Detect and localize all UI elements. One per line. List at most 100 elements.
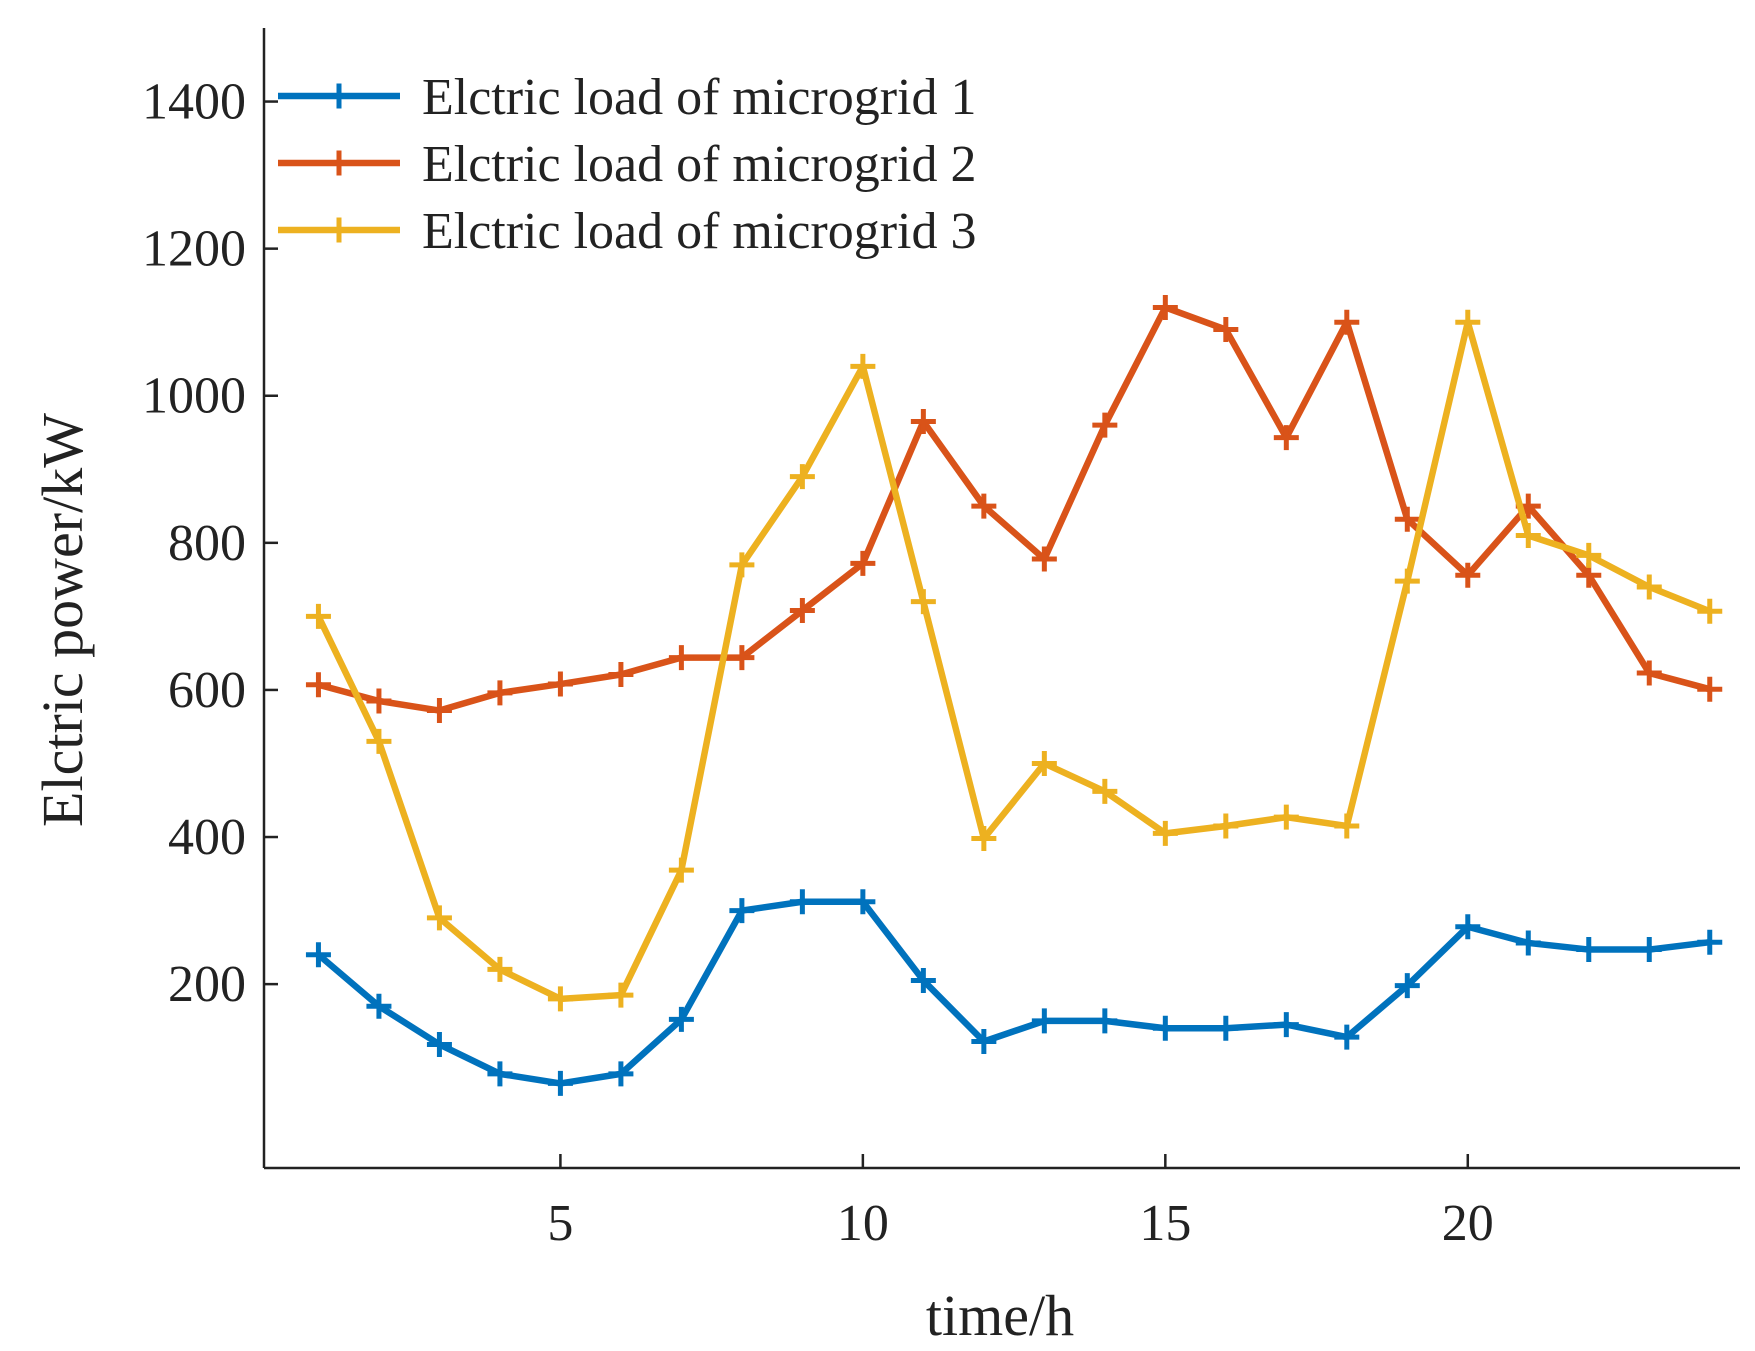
y-tick-label: 1200 xyxy=(142,221,246,278)
data-point-marker xyxy=(426,1031,452,1057)
data-point-marker xyxy=(1636,937,1662,963)
data-point-marker xyxy=(1334,309,1360,335)
data-point-marker xyxy=(366,993,392,1019)
data-point-marker xyxy=(608,1061,634,1087)
data-point-marker xyxy=(1636,660,1662,686)
data-point-marker xyxy=(1576,542,1602,568)
y-tick-label: 1000 xyxy=(142,368,246,425)
data-point-marker xyxy=(668,1006,694,1032)
data-point-marker xyxy=(1697,598,1723,624)
legend: Elctric load of microgrid 1 Elctric load … xyxy=(278,69,976,260)
data-point-marker xyxy=(729,645,755,671)
data-point-marker xyxy=(789,598,815,624)
x-tick-label: 10 xyxy=(837,1195,889,1252)
data-point-marker xyxy=(850,353,876,379)
data-point-marker xyxy=(1273,425,1299,451)
data-point-marker xyxy=(729,552,755,578)
x-tick-label: 15 xyxy=(1139,1195,1191,1252)
x-tick-label: 5 xyxy=(547,1195,573,1252)
data-point-marker xyxy=(1697,929,1723,955)
data-point-marker xyxy=(1092,1008,1118,1034)
data-point-marker xyxy=(487,1061,513,1087)
data-point-marker xyxy=(487,680,513,706)
data-point-marker xyxy=(1092,412,1118,438)
data-point-marker xyxy=(789,464,815,490)
data-point-marker xyxy=(850,889,876,915)
legend-marker xyxy=(326,83,352,109)
data-point-marker xyxy=(910,408,936,434)
data-point-marker xyxy=(608,661,634,687)
data-point-marker xyxy=(1213,317,1239,343)
data-point-marker xyxy=(1455,562,1481,588)
data-point-marker xyxy=(608,982,634,1008)
data-point-marker xyxy=(547,1070,573,1096)
data-point-marker xyxy=(1213,813,1239,839)
series-line xyxy=(315,898,1713,1087)
series-line xyxy=(315,318,1713,1003)
data-point-marker xyxy=(305,672,331,698)
data-point-marker xyxy=(487,956,513,982)
data-point-marker xyxy=(1455,309,1481,335)
data-point-marker xyxy=(910,967,936,993)
legend-label: Elctric load of microgrid 2 xyxy=(422,136,976,193)
data-point-marker xyxy=(1273,1012,1299,1038)
data-point-marker xyxy=(668,857,694,883)
data-point-marker xyxy=(1031,750,1057,776)
series-microgrid-3 xyxy=(305,309,1723,1012)
legend-label: Elctric load of microgrid 1 xyxy=(422,69,976,126)
series-line xyxy=(315,304,1713,714)
data-point-marker xyxy=(426,905,452,931)
data-point-marker xyxy=(1152,820,1178,846)
data-point-marker xyxy=(971,1029,997,1054)
data-point-marker xyxy=(910,589,936,615)
data-point-marker xyxy=(850,550,876,576)
data-point-marker xyxy=(1394,568,1420,594)
data-point-marker xyxy=(971,493,997,519)
data-point-marker xyxy=(1697,676,1723,702)
y-tick-label: 200 xyxy=(168,956,246,1013)
data-point-marker xyxy=(1576,562,1602,588)
data-point-marker xyxy=(1515,522,1541,548)
data-point-marker xyxy=(1031,1008,1057,1034)
data-point-marker xyxy=(1334,1024,1360,1050)
data-point-marker xyxy=(1031,546,1057,572)
data-point-marker xyxy=(1213,1015,1239,1041)
data-point-marker xyxy=(1152,1015,1178,1041)
legend-label: Elctric load of microgrid 3 xyxy=(422,203,976,260)
data-point-marker xyxy=(366,688,392,714)
data-point-marker xyxy=(1636,574,1662,600)
legend-marker xyxy=(326,217,352,243)
data-point-marker xyxy=(305,603,331,629)
y-tick-label: 600 xyxy=(168,662,246,719)
data-point-marker xyxy=(668,645,694,671)
y-tick-label: 800 xyxy=(168,515,246,572)
data-point-marker xyxy=(1152,294,1178,320)
data-point-marker xyxy=(426,698,452,724)
data-point-marker xyxy=(547,671,573,697)
data-point-marker xyxy=(729,898,755,924)
legend-marker xyxy=(326,150,352,176)
data-point-marker xyxy=(547,986,573,1012)
series-microgrid-1 xyxy=(305,889,1723,1096)
data-point-marker xyxy=(1455,914,1481,940)
data-point-marker xyxy=(1576,937,1602,963)
y-axis-label: Elctric power/kW xyxy=(30,413,95,827)
x-axis-label: time/h xyxy=(926,1283,1074,1346)
series-layer xyxy=(305,294,1723,1096)
data-point-marker xyxy=(1515,930,1541,956)
data-point-marker xyxy=(1394,973,1420,999)
data-point-marker xyxy=(366,728,392,754)
axes: 5 10 15 20 200 400 600 800 1000 1200 1400 xyxy=(142,28,1740,1252)
data-point-marker xyxy=(1273,804,1299,830)
x-tick-label: 20 xyxy=(1442,1195,1494,1252)
data-point-marker xyxy=(971,826,997,852)
data-point-marker xyxy=(305,942,331,968)
data-point-marker xyxy=(789,889,815,915)
y-tick-label: 400 xyxy=(168,809,246,866)
legend-entry: Elctric load of microgrid 3 xyxy=(278,203,976,260)
legend-entry: Elctric load of microgrid 2 xyxy=(278,136,976,193)
y-tick-label: 1400 xyxy=(142,74,246,131)
data-point-marker xyxy=(1334,813,1360,839)
